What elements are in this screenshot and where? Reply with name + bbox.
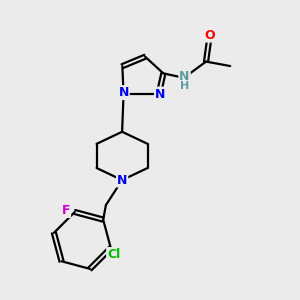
Text: O: O: [204, 28, 215, 42]
Text: N: N: [155, 88, 165, 100]
Text: N: N: [118, 86, 129, 99]
Text: N: N: [179, 70, 190, 83]
Text: F: F: [61, 204, 70, 217]
Text: H: H: [180, 81, 189, 91]
Text: Cl: Cl: [107, 248, 120, 261]
Text: N: N: [117, 174, 127, 187]
